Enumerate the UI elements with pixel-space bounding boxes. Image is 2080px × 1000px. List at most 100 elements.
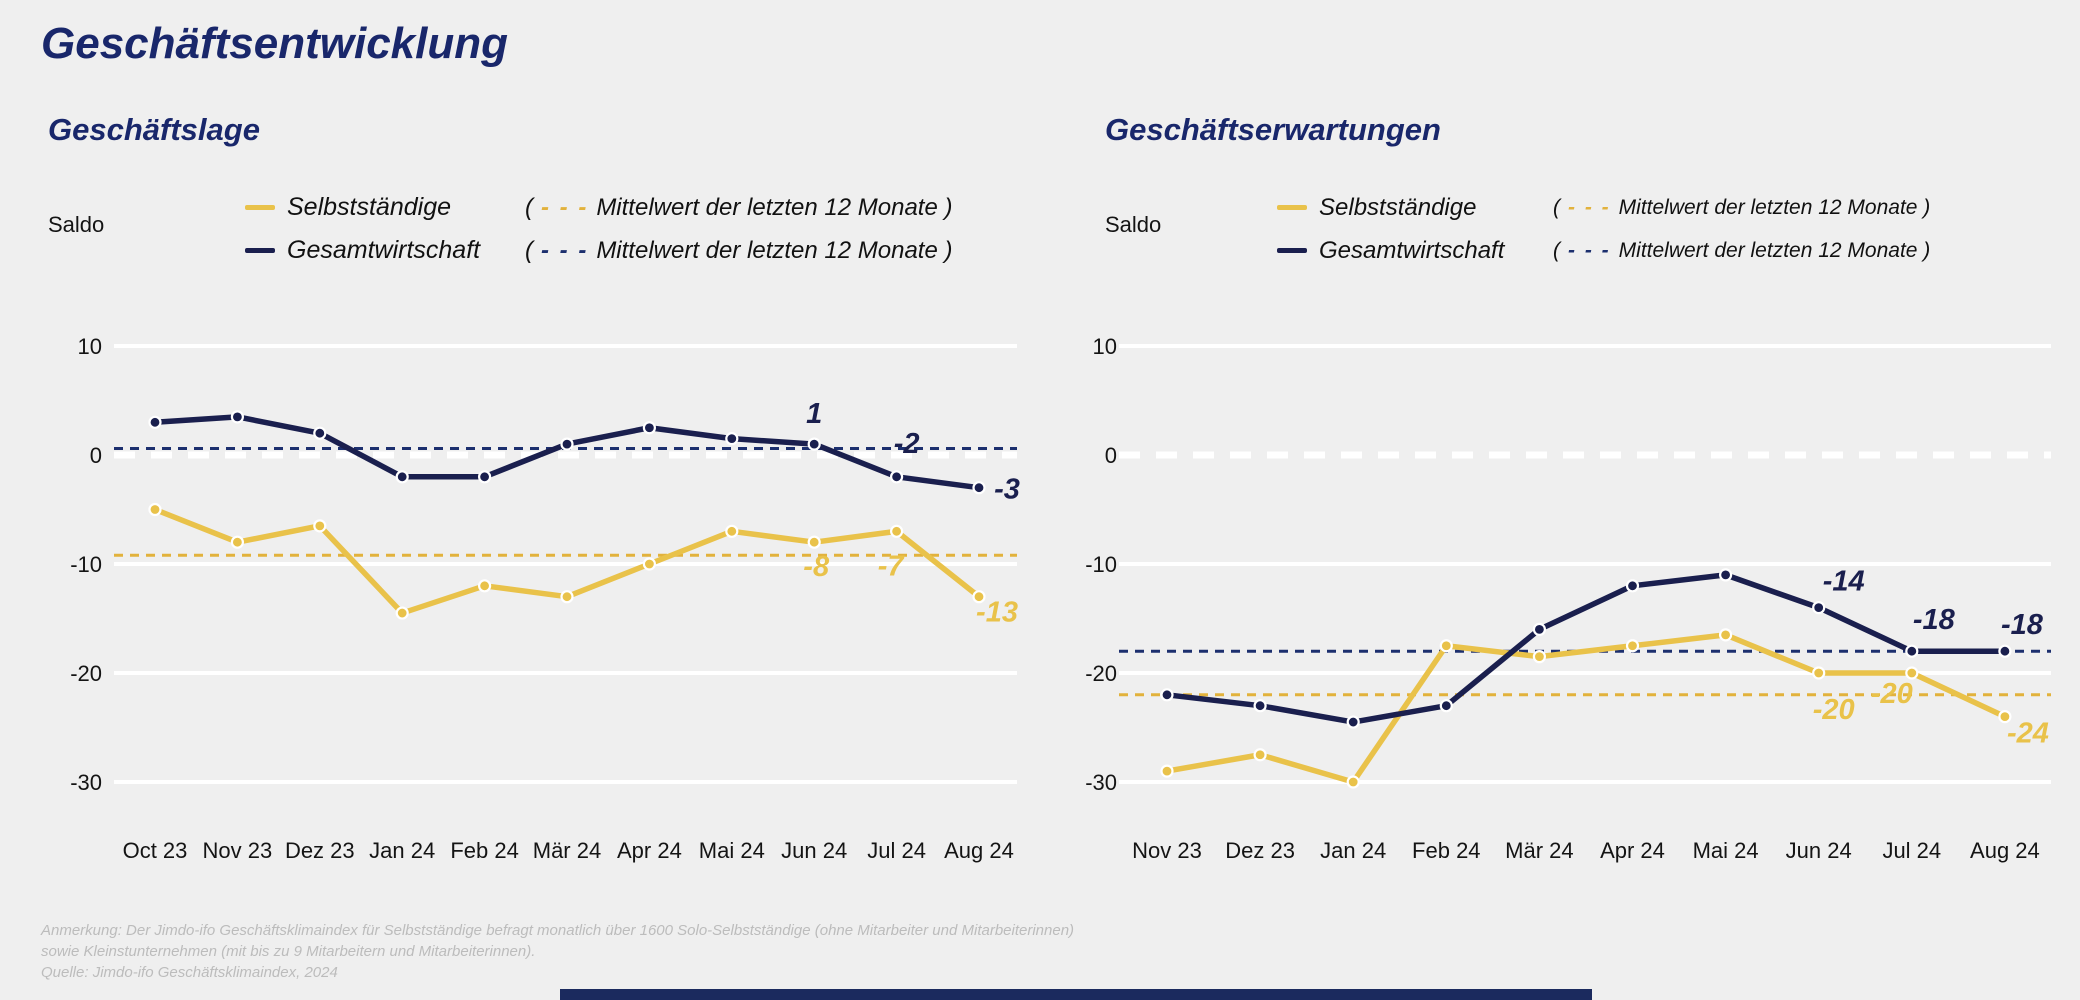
page-title: Geschäftsentwicklung <box>41 19 509 68</box>
data-point-marker <box>889 470 904 484</box>
legend-mean-note: (- - - Mittelwert der letzten 12 Monate ) <box>525 193 953 221</box>
legend-series-label: Selbstständige <box>1319 193 1477 221</box>
mean-dash-sample: - - - <box>1568 238 1611 262</box>
data-point-label: -18 <box>1913 604 1956 636</box>
data-point-marker <box>313 519 327 533</box>
data-point-marker <box>1439 699 1453 713</box>
data-line <box>1164 572 2008 725</box>
x-tick-label: Apr 24 <box>617 838 682 863</box>
line-chart-geschaeftserwartungen: 10 0 -10 -20 -30 -20 -20 -24 -14 -18 -18 Nov 23 Dez … <box>1085 334 2051 863</box>
data-point-label: -3 <box>994 474 1020 506</box>
brand-bar <box>560 989 1592 1000</box>
y-tick-label: 10 <box>1093 334 1117 359</box>
footnote-anmerkung: Anmerkung: Der Jimdo-ifo Geschäftsklimai… <box>41 920 1074 962</box>
data-point-marker <box>1998 644 2012 658</box>
legend-row-selbstständige: Selbstständige (- - - Mittelwert der letzt… <box>1277 186 1930 229</box>
x-tick-label: Jul 24 <box>1882 838 1941 863</box>
data-point-marker <box>807 535 821 549</box>
data-point-label: -2 <box>894 428 920 460</box>
data-point-marker <box>889 524 904 538</box>
data-point-marker <box>1346 775 1360 789</box>
y-tick-label: -20 <box>70 661 102 686</box>
data-point-marker <box>560 437 574 451</box>
legend-series-label: Gesamtwirtschaft <box>287 236 481 264</box>
data-point-marker <box>1253 748 1267 762</box>
legend-row-selbstständige: Selbstständige (- - - Mittelwert der letzt… <box>245 186 952 229</box>
data-point-marker <box>1998 710 2012 724</box>
data-point-marker <box>1812 601 1826 615</box>
y-tick-label: -10 <box>70 552 102 577</box>
series-selbstständige: -20 -20 -24 <box>1160 628 2049 789</box>
data-point-marker <box>725 524 739 538</box>
data-point-marker <box>1625 579 1640 593</box>
data-point-label: -7 <box>878 550 906 582</box>
data-point-marker <box>642 421 657 435</box>
data-point-marker <box>1718 568 1733 582</box>
x-tick-label: Dez 23 <box>285 838 355 863</box>
legend-swatch-gold <box>1277 205 1307 210</box>
legend-mean-note: (- - - Mittelwert der letzten 12 Monate ) <box>1553 195 1931 219</box>
y-tick-label: 0 <box>90 443 102 468</box>
y-axis-unit-label-left: Saldo <box>48 212 105 237</box>
footnote-line-2: sowie Kleinstunternehmen (mit bis zu 9 M… <box>41 943 536 960</box>
gridlines: 10 0 -10 -20 -30 <box>70 334 1017 795</box>
data-point-marker <box>1439 639 1453 653</box>
legend-series-label: Selbstständige <box>287 193 452 221</box>
data-point-marker <box>1253 699 1267 713</box>
data-point-label: 1 <box>806 398 822 430</box>
legend-swatch-navy <box>245 248 275 253</box>
series-gesamtwirtschaft: 1 -2 -3 <box>148 398 1020 506</box>
y-tick-label: -10 <box>1085 552 1117 577</box>
footnote-quelle: Quelle: Jimdo-ifo Geschäftsklimaindex, 2… <box>41 964 338 981</box>
data-point-label: -24 <box>2007 718 2049 750</box>
data-point-marker <box>1625 639 1640 653</box>
data-point-label: -18 <box>2001 609 2044 641</box>
x-tick-label: Jan 24 <box>1320 838 1386 863</box>
month-axis: Oct 23 Nov 23 Dez 23 Jan 24 Feb 24 Mär 24 Apr … <box>123 838 1014 863</box>
x-tick-label: Apr 24 <box>1600 838 1665 863</box>
chart-title-geschaeftserwartungen: Geschäftserwartungen <box>1105 112 1441 147</box>
data-point-marker <box>148 415 162 429</box>
data-line <box>1164 632 2008 785</box>
data-point-marker <box>148 502 162 517</box>
x-tick-label: Oct 23 <box>123 838 188 863</box>
y-tick-label: 10 <box>78 334 102 359</box>
legend-left: Selbstständige (- - - Mittelwert der letzt… <box>245 186 952 272</box>
legend-swatch-gold <box>245 205 275 210</box>
data-point-label: -20 <box>1871 678 1913 710</box>
data-point-label: -14 <box>1823 566 1865 598</box>
data-point-marker <box>1905 644 1919 658</box>
data-point-marker <box>1160 688 1174 702</box>
data-point-marker <box>1812 666 1826 680</box>
x-tick-label: Aug 24 <box>1970 838 2040 863</box>
mean-dash-sample: - - - <box>1568 195 1611 219</box>
y-tick-label: -30 <box>1085 770 1117 795</box>
data-point-marker <box>478 579 492 593</box>
line-chart-geschaeftslage: 10 0 -10 -20 -30 -8 -7 -13 1 -2 -3 Oct 23 Nov 23 Dez … <box>70 334 1020 863</box>
x-tick-label: Mär 24 <box>1505 838 1573 863</box>
x-tick-label: Feb 24 <box>1412 838 1481 863</box>
y-tick-label: -30 <box>70 770 102 795</box>
x-tick-label: Mär 24 <box>533 838 601 863</box>
data-point-marker <box>642 557 657 571</box>
x-tick-label: Nov 23 <box>203 838 273 863</box>
x-tick-label: Mai 24 <box>699 838 765 863</box>
x-tick-label: Jan 24 <box>369 838 435 863</box>
legend-series-label: Gesamtwirtschaft <box>1319 236 1505 264</box>
data-point-marker <box>313 426 327 440</box>
data-point-marker <box>807 437 821 451</box>
data-point-label: -13 <box>976 597 1018 629</box>
legend-right: Selbstständige (- - - Mittelwert der letzt… <box>1277 186 1930 272</box>
data-point-marker <box>395 606 409 620</box>
data-point-marker <box>230 410 244 424</box>
y-tick-label: -20 <box>1085 661 1117 686</box>
gridlines: 10 0 -10 -20 -30 <box>1085 334 2051 795</box>
chart-title-geschaeftslage: Geschäftslage <box>48 112 260 147</box>
data-point-label: -20 <box>1813 694 1855 726</box>
data-point-marker <box>395 470 409 484</box>
data-point-marker <box>972 590 986 604</box>
series-gesamtwirtschaft: -14 -18 -18 <box>1160 566 2044 729</box>
data-point-marker <box>230 535 244 549</box>
data-point-marker <box>1346 715 1360 729</box>
